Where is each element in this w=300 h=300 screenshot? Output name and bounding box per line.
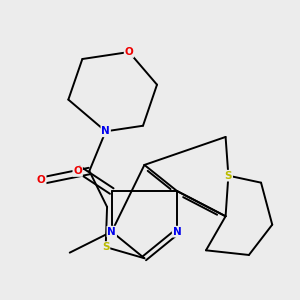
Text: O: O <box>73 166 82 176</box>
Text: N: N <box>101 126 110 136</box>
Text: O: O <box>124 47 134 57</box>
Text: S: S <box>225 171 232 181</box>
Text: N: N <box>107 227 116 237</box>
Text: O: O <box>37 175 46 185</box>
Text: S: S <box>102 242 110 252</box>
Text: N: N <box>173 227 182 237</box>
